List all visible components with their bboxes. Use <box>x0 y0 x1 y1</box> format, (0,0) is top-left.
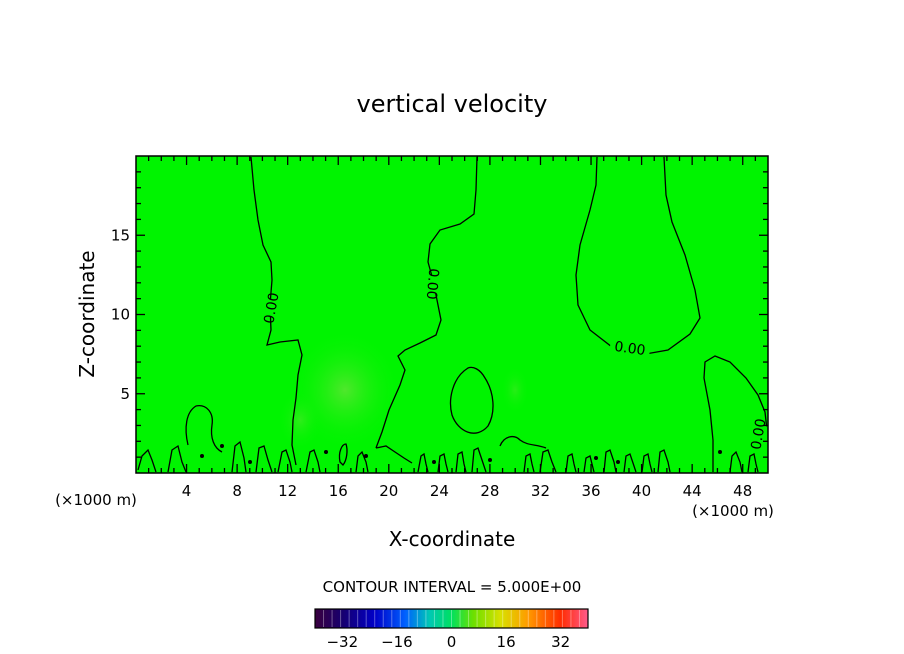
positive-perturbation <box>501 366 529 414</box>
y-tick-label: 15 <box>111 226 130 244</box>
contour-line <box>375 445 413 464</box>
contour-line <box>355 450 369 473</box>
contour-dot <box>718 450 722 454</box>
contour-line <box>255 445 273 473</box>
contour-line <box>499 435 547 449</box>
colorbar: −32 −16 0 16 32 <box>314 608 589 651</box>
x-left-unit-label: (×1000 m) <box>55 491 137 509</box>
contour-line <box>523 453 535 473</box>
contour-line <box>231 440 247 473</box>
contour-dot <box>220 444 224 448</box>
y-tick-label: 10 <box>111 306 130 324</box>
zero-contours <box>137 156 768 473</box>
x-tick-label: 36 <box>581 482 600 500</box>
colorbar-tick-label: −16 <box>381 633 413 651</box>
contour-dot <box>248 460 252 464</box>
contour-line <box>565 453 577 473</box>
y-tick-label: 5 <box>120 385 130 403</box>
contour-line <box>250 156 303 466</box>
contour-line <box>747 453 759 473</box>
contour-dot <box>364 454 368 458</box>
x-tick-label: 44 <box>683 482 702 500</box>
contour-line <box>417 452 429 473</box>
x-tick-label: 4 <box>182 482 192 500</box>
contour-dot <box>488 458 492 462</box>
contour-line <box>657 449 671 473</box>
contour-dot <box>432 460 436 464</box>
contour-line <box>185 405 223 453</box>
contour-line <box>375 156 478 449</box>
axis-ticks <box>136 156 768 473</box>
contour-dot <box>200 454 204 458</box>
x-tick-label: 48 <box>733 482 752 500</box>
contour-label: 0.00 <box>423 268 442 300</box>
x-tick-label: 28 <box>480 482 499 500</box>
colorbar-fill <box>315 609 588 628</box>
y-axis-title: Z-coordinate <box>75 250 99 377</box>
x-tick-label: 32 <box>531 482 550 500</box>
contour-line <box>305 449 321 473</box>
contour-line <box>338 443 348 466</box>
contour-line <box>603 449 617 473</box>
contour-line <box>583 455 595 473</box>
colorbar-tick-label: 0 <box>447 633 457 651</box>
x-tick-label: 20 <box>379 482 398 500</box>
plot-area: 0.00 0.00 0.00 0.00 <box>136 156 768 473</box>
x-axis-title: X-coordinate <box>389 527 516 551</box>
colorbar-tick-label: 16 <box>497 633 516 651</box>
x-tick-label: 12 <box>278 482 297 500</box>
contour-line <box>455 451 467 473</box>
positive-perturbation <box>278 390 322 450</box>
contour-line <box>703 355 768 472</box>
contour-label-bg <box>412 273 454 295</box>
colorbar-frame <box>314 608 589 629</box>
contour-line <box>449 366 494 434</box>
contour-line <box>623 453 637 473</box>
contour-dot <box>324 450 328 454</box>
field-background <box>136 156 768 473</box>
contour-dot <box>616 460 620 464</box>
contour-dot <box>594 456 598 460</box>
contour-dots <box>200 444 722 464</box>
contour-line <box>437 453 449 473</box>
colorbar-bins <box>323 610 580 627</box>
contour-label: 0.00 <box>261 291 282 324</box>
contour-line <box>277 449 293 473</box>
colorbar-tick-label: −32 <box>326 633 358 651</box>
contour-line <box>471 447 487 473</box>
contour-line <box>641 453 653 473</box>
x-tick-label: 16 <box>329 482 348 500</box>
x-tick-label: 8 <box>232 482 242 500</box>
x-tick-label: 24 <box>430 482 449 500</box>
chart-title: vertical velocity <box>357 90 548 118</box>
contour-label: 0.00 <box>613 339 646 359</box>
x-right-unit-label: (×1000 m) <box>692 502 774 520</box>
x-tick-label: 40 <box>632 482 651 500</box>
contour-line <box>539 449 557 473</box>
contour-label-bg <box>609 335 652 359</box>
contour-line <box>137 448 157 473</box>
contour-interval-text: CONTOUR INTERVAL = 5.000E+00 <box>323 578 582 596</box>
colorbar-tick-label: 32 <box>551 633 570 651</box>
contour-line <box>167 444 187 473</box>
contour-label-bg <box>249 295 293 321</box>
colorbar-tick-labels: −32 −16 0 16 32 <box>326 633 570 651</box>
contour-line <box>729 450 743 473</box>
